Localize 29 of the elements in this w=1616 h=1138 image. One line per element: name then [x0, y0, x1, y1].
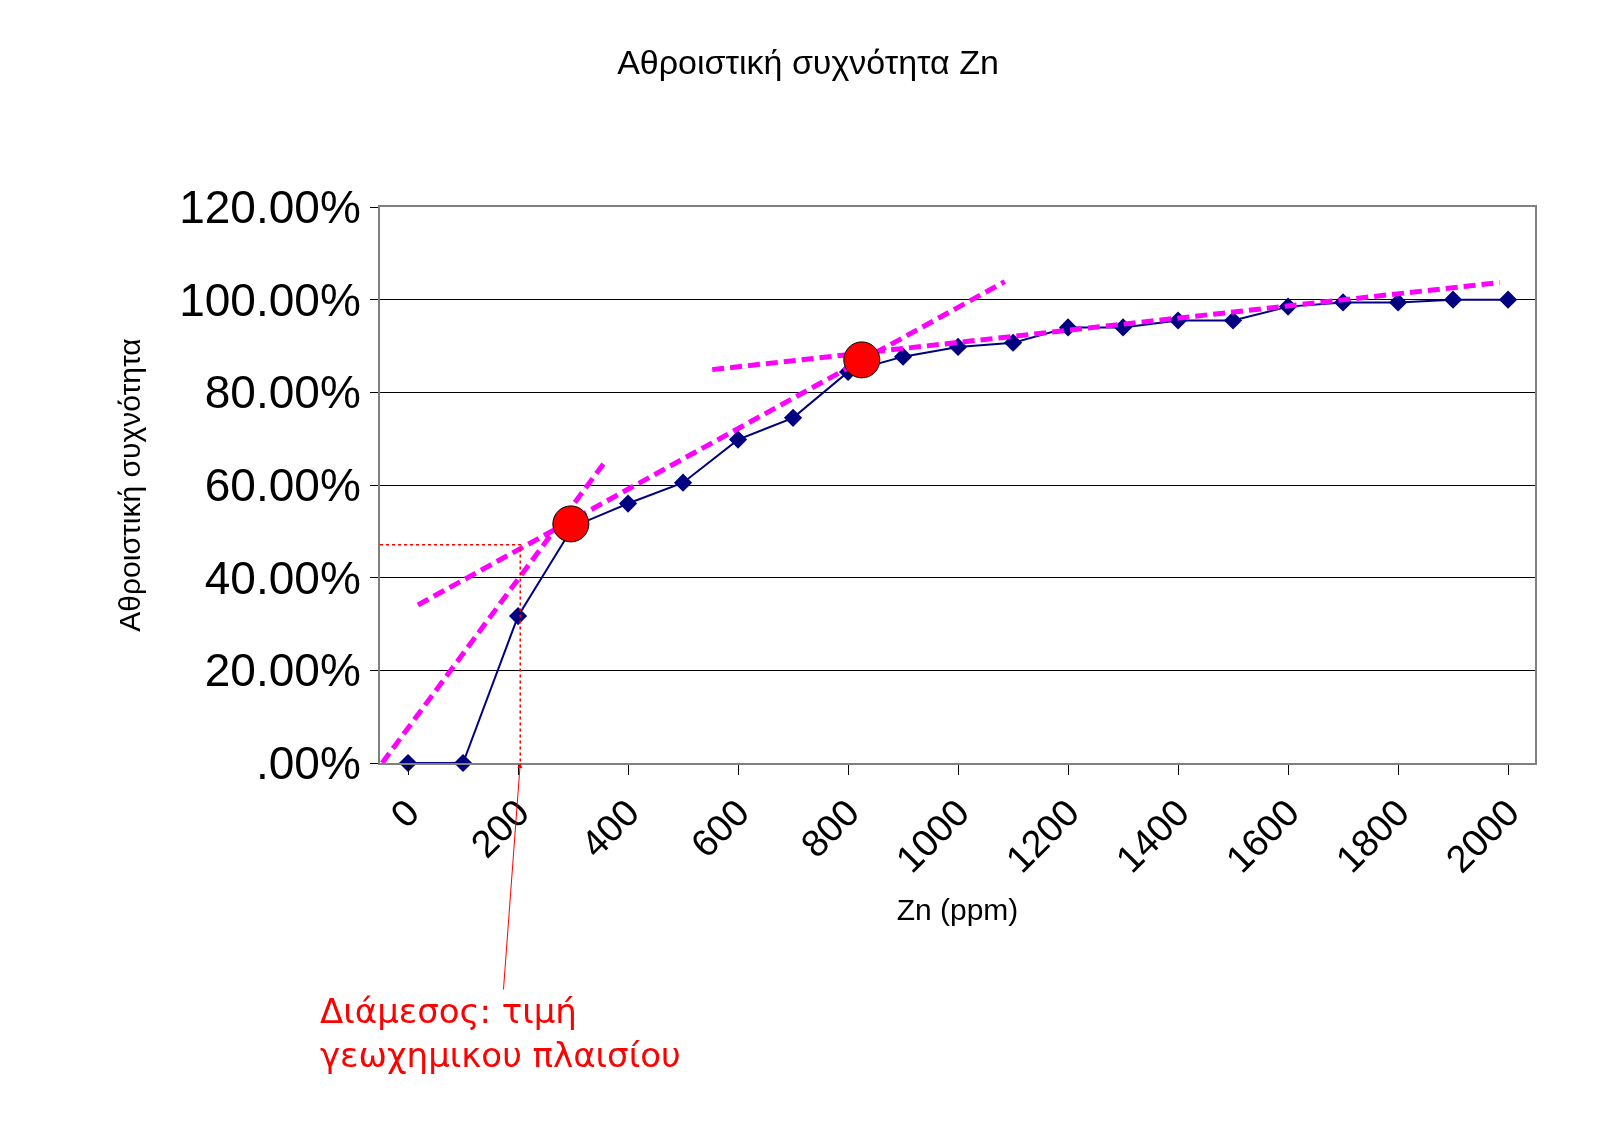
chart-title: Αθροιστική συχνότητα Zn	[617, 43, 999, 82]
y-tick-label: 100.00%	[179, 273, 361, 326]
y-tick-label: 40.00%	[204, 551, 361, 604]
x-tick-label: 0	[382, 790, 428, 836]
y-tick-label: 80.00%	[204, 366, 361, 419]
point	[673, 473, 693, 492]
y-axis-title: Αθροιστική συχνότητα	[112, 338, 146, 632]
point	[1003, 333, 1023, 352]
point	[728, 430, 748, 449]
x-tick-label: 200	[462, 790, 538, 866]
x-tick-label: 800	[792, 790, 868, 866]
y-tick-label: 20.00%	[204, 644, 361, 697]
x-tick-label: 600	[682, 790, 758, 866]
point	[552, 505, 590, 543]
point	[1443, 290, 1463, 309]
y-tick-label: 120.00%	[179, 181, 361, 234]
y-tick-label: .00%	[255, 737, 361, 790]
point	[508, 607, 528, 626]
annotation: Διάμεσος: τιμή γεωχημικου πλαισίου	[320, 991, 681, 1076]
x-axis-title: Zn (ppm)	[896, 893, 1019, 927]
point	[893, 347, 913, 366]
x-tick-label: 400	[572, 790, 648, 866]
point	[618, 494, 638, 513]
point	[1388, 293, 1408, 312]
point	[843, 341, 881, 379]
point	[1223, 311, 1243, 330]
point	[783, 408, 803, 427]
y-tick-label: 60.00%	[204, 459, 361, 512]
point	[1498, 290, 1518, 309]
